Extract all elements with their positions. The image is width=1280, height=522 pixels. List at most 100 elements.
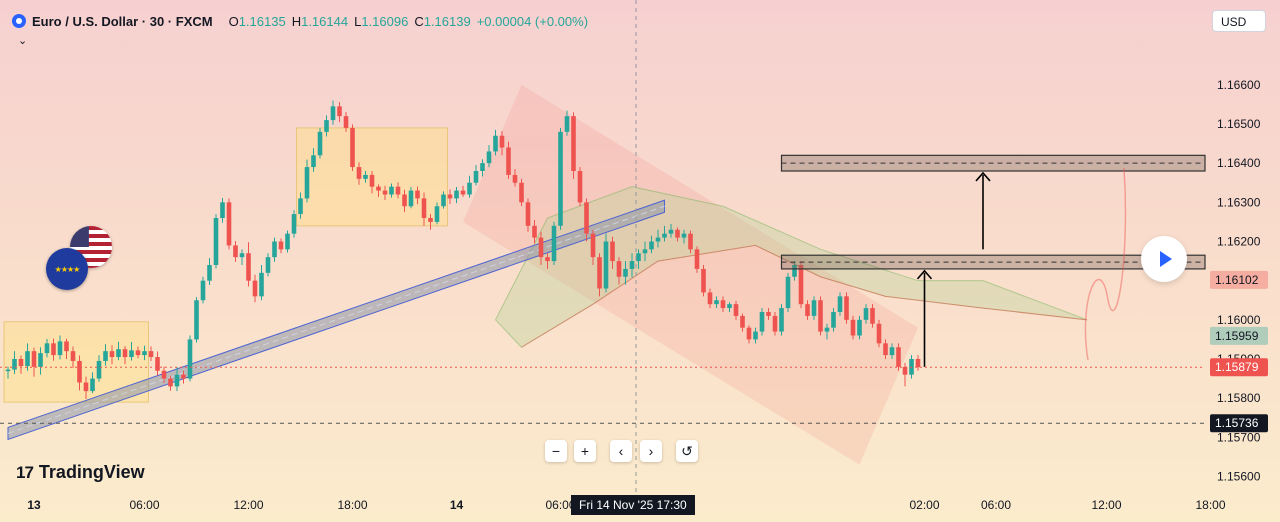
candle-body (499, 135, 505, 148)
candle-body (480, 163, 485, 171)
overlay-layer (0, 0, 1206, 500)
zoom-in-button[interactable]: + (574, 440, 596, 462)
y-tick-label: 1.16600 (1217, 78, 1261, 92)
candle-body (311, 155, 316, 168)
candle-body (655, 237, 661, 242)
x-tick-label: 12:00 (1091, 498, 1121, 512)
candle-body (694, 249, 700, 269)
candle-body (298, 198, 303, 215)
open-label: O (228, 13, 239, 29)
candle-body (493, 135, 498, 152)
candle-body (727, 304, 732, 309)
candle-body (447, 194, 453, 199)
candle-body (51, 343, 56, 356)
candle-body (252, 280, 258, 297)
candle-body (129, 350, 134, 358)
bearish-channel (463, 84, 918, 465)
crosshair-time-label: Fri 14 Nov '25 17:30 (571, 495, 695, 515)
tradingview-logo[interactable]: 17 TradingView (16, 462, 145, 483)
candle-body (77, 360, 82, 383)
x-tick-label: 14 (450, 498, 464, 512)
candle-body (103, 351, 108, 361)
price-badge-green-bg (1210, 326, 1268, 345)
candle-body (467, 182, 472, 195)
candle-body (896, 347, 901, 367)
reset-button[interactable]: ↺ (676, 440, 698, 462)
candle-body (70, 351, 76, 361)
candle-body (746, 327, 752, 340)
candle-body (668, 229, 674, 234)
y-tick-label: 1.15800 (1217, 391, 1261, 405)
scroll-right-button[interactable]: › (640, 440, 662, 462)
candle-body (382, 190, 388, 195)
candle-body (649, 241, 654, 250)
candle-body (772, 315, 778, 332)
candle-body (207, 265, 212, 281)
candle-body (454, 190, 459, 199)
candle-body (18, 359, 24, 367)
candle-body (116, 349, 121, 358)
candle-body (272, 241, 277, 258)
candle-body (96, 360, 102, 379)
x-tick-label: 02:00 (909, 498, 939, 512)
candle-body (213, 218, 219, 265)
candle-body (571, 116, 576, 171)
x-tick-label: 13 (27, 498, 41, 512)
projected-path (1084, 167, 1127, 361)
candle-body (200, 280, 206, 301)
candle-body (363, 174, 368, 179)
candle-body (792, 265, 797, 277)
candle-body (31, 351, 37, 367)
candle-body (402, 194, 407, 207)
arrowhead (916, 269, 933, 280)
logo-text: TradingView (38, 462, 145, 482)
candle-body (304, 167, 310, 199)
eu-flag-icon: ★★★★ (46, 248, 88, 290)
candle-body (122, 349, 128, 358)
zoom-out-button[interactable]: − (545, 440, 567, 462)
candle-body (83, 382, 89, 392)
open-value: 1.16135 (238, 13, 286, 29)
x-tick-label: 06:00 (981, 498, 1011, 512)
candle-body (525, 202, 531, 226)
candle-body (421, 198, 427, 218)
low-label: L (354, 13, 362, 29)
candle-body (506, 147, 511, 175)
candle-body (889, 347, 895, 356)
candle-body (25, 351, 30, 367)
high-label: H (291, 13, 302, 29)
x-tick-label: 18:00 (1195, 498, 1225, 512)
candle-body (259, 272, 264, 297)
tv-logo-icon: 17 (16, 462, 34, 482)
scroll-left-button[interactable]: ‹ (610, 440, 632, 462)
candle-body (324, 120, 329, 132)
currency-button[interactable]: USD (1212, 10, 1266, 32)
candle-body (356, 167, 362, 179)
chevron-down-icon[interactable]: ⌄ (18, 35, 28, 47)
candle-body (376, 186, 381, 191)
candle-body (623, 268, 628, 277)
candle-body (473, 171, 479, 183)
candle-body (779, 308, 784, 332)
candle-body (701, 268, 706, 293)
symbol-title[interactable]: Euro / U.S. Dollar · 30 · FXCM (32, 13, 213, 29)
candle-body (64, 341, 69, 352)
price-badge-crosshair: 1.15736 (1215, 416, 1259, 430)
candle-body (265, 257, 271, 273)
candle-body (798, 265, 804, 305)
candle-body (584, 202, 589, 234)
trendline-midline (7, 205, 665, 434)
play-icon[interactable] (1141, 236, 1187, 282)
candle-body (805, 304, 810, 316)
candle-body (337, 106, 342, 117)
candle-body (642, 249, 648, 254)
high-value: 1.16144 (301, 13, 349, 29)
candle-body (38, 353, 43, 367)
candle-body (57, 341, 63, 356)
candle-body (551, 225, 557, 262)
symbol-header[interactable]: Euro / U.S. Dollar · 30 · FXCM O 1.16135 … (12, 10, 588, 32)
candle-body (883, 343, 888, 356)
candle-body (194, 300, 199, 340)
candle-body (168, 378, 173, 387)
